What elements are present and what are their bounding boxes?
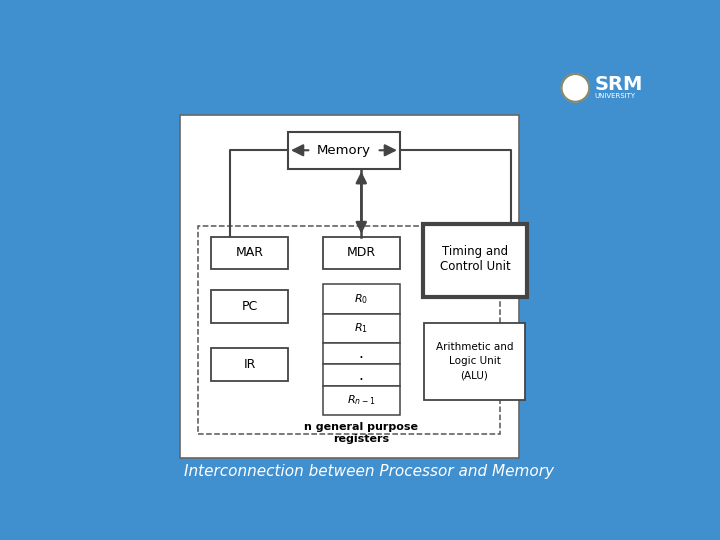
Text: Arithmetic and: Arithmetic and (436, 342, 513, 353)
Bar (323, 314, 400, 343)
Text: UNIVERSITY: UNIVERSITY (595, 93, 636, 99)
Bar (425, 323, 525, 400)
Bar (423, 224, 527, 298)
Bar (211, 237, 288, 269)
Text: registers: registers (333, 434, 390, 444)
Text: .: . (359, 368, 364, 383)
Text: $R_1$: $R_1$ (354, 321, 369, 335)
Bar (323, 237, 400, 269)
Text: SRM: SRM (595, 75, 643, 93)
Text: Timing and: Timing and (442, 245, 508, 258)
Text: $R_0$: $R_0$ (354, 292, 369, 306)
Circle shape (562, 74, 589, 102)
Bar (211, 291, 288, 323)
Text: IR: IR (243, 358, 256, 371)
Bar (323, 343, 400, 364)
Text: PC: PC (241, 300, 258, 313)
Bar (211, 348, 288, 381)
Text: Logic Unit: Logic Unit (449, 356, 500, 366)
Text: Memory: Memory (317, 144, 371, 157)
Bar (323, 284, 400, 314)
Bar (323, 386, 400, 415)
Bar (180, 115, 519, 457)
Text: n general purpose: n general purpose (305, 422, 418, 431)
Text: .: . (359, 346, 364, 361)
Text: $R_{n-1}$: $R_{n-1}$ (347, 394, 376, 407)
Text: Interconnection between Processor and Memory: Interconnection between Processor and Me… (184, 464, 554, 479)
Text: (ALU): (ALU) (461, 370, 488, 380)
Text: MAR: MAR (235, 246, 264, 259)
Bar (323, 364, 400, 386)
Bar (288, 132, 400, 168)
Text: Control Unit: Control Unit (439, 260, 510, 273)
Bar (198, 226, 500, 434)
Text: MDR: MDR (347, 246, 376, 259)
